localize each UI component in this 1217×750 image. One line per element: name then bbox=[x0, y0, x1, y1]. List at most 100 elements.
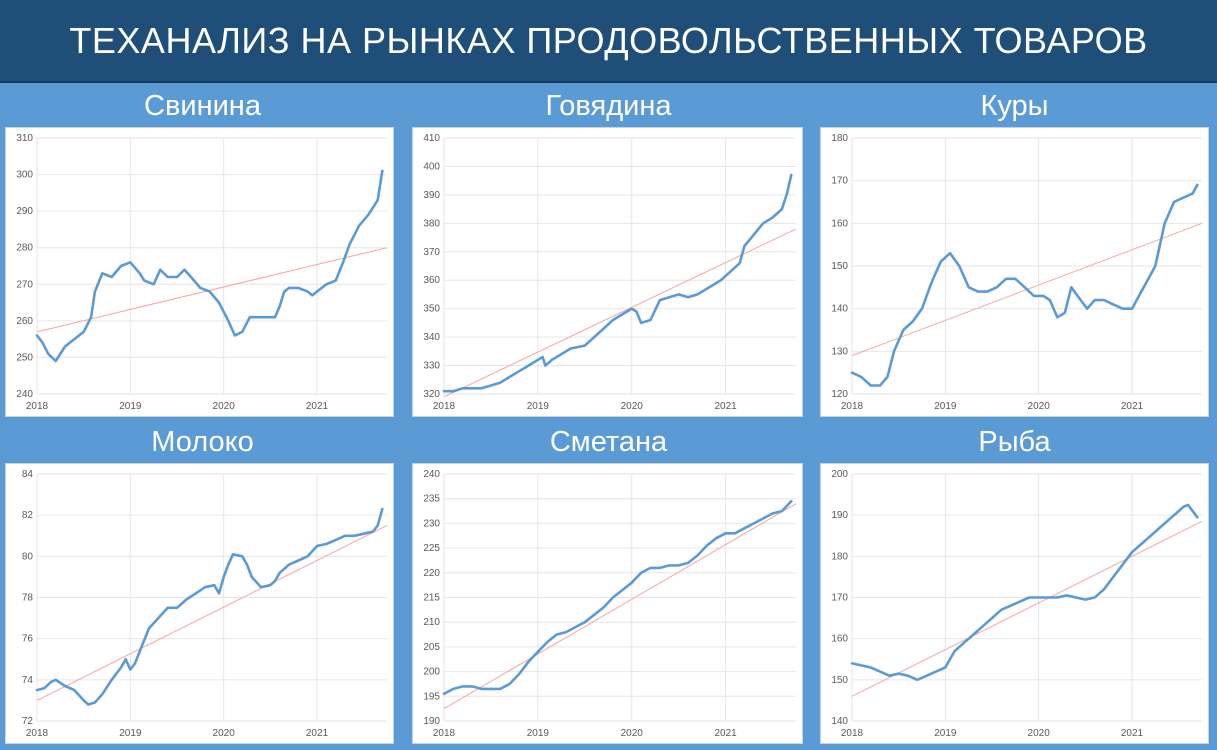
x-tick-label: 2020 bbox=[1028, 728, 1051, 739]
x-tick-label: 2021 bbox=[306, 728, 329, 739]
trend-line bbox=[851, 520, 1203, 697]
y-tick-label: 200 bbox=[831, 469, 848, 480]
price-series-line bbox=[35, 169, 384, 363]
y-tick-label: 230 bbox=[423, 518, 440, 529]
y-tick-label: 320 bbox=[423, 389, 440, 400]
y-tick-label: 150 bbox=[831, 675, 848, 686]
x-tick-label: 2021 bbox=[1121, 401, 1144, 412]
trend-line bbox=[36, 525, 388, 701]
y-tick-label: 300 bbox=[16, 170, 33, 181]
chart-title-chicken: Куры bbox=[980, 89, 1049, 122]
chart-pork: 240 250 260 270 280 290 300 310 2018 2019 2020 2021 bbox=[5, 127, 394, 417]
title-band-bottom bbox=[0, 420, 1217, 462]
chart-fish: 140 150 160 170 180 190 200 2018 2019 2020 2021 bbox=[820, 463, 1209, 744]
title-band-top bbox=[0, 83, 1217, 125]
y-tick-label: 170 bbox=[831, 176, 848, 187]
chart-chicken-svg: 120 130 140 150 160 170 180 2018 2019 2020 2021 bbox=[831, 133, 1203, 412]
y-tick-label: 160 bbox=[831, 218, 848, 229]
y-tick-label: 220 bbox=[423, 568, 440, 579]
y-tick-label: 84 bbox=[22, 469, 34, 480]
y-tick-label: 140 bbox=[831, 716, 848, 727]
chart-beef-svg: 320 330 340 350 360 370 380 390 400 410 2018 2019 20… bbox=[423, 133, 797, 412]
y-tick-label: 130 bbox=[831, 346, 848, 357]
y-tick-label: 280 bbox=[16, 243, 33, 254]
y-tick-label: 180 bbox=[831, 133, 848, 144]
y-tick-label: 72 bbox=[22, 716, 34, 727]
x-tick-label: 2021 bbox=[714, 728, 737, 739]
price-series-line bbox=[850, 183, 1199, 387]
x-tick-label: 2019 bbox=[934, 728, 957, 739]
y-tick-label: 260 bbox=[16, 316, 33, 327]
y-tick-label: 170 bbox=[831, 593, 848, 604]
y-tick-label: 200 bbox=[423, 667, 440, 678]
page-title: ТЕХАНАЛИЗ НА РЫНКАХ ПРОДОВОЛЬСТВЕННЫХ ТО… bbox=[0, 0, 1217, 83]
y-tick-label: 400 bbox=[423, 161, 440, 172]
y-tick-label: 150 bbox=[831, 261, 848, 272]
y-tick-label: 370 bbox=[423, 247, 440, 258]
y-tick-label: 340 bbox=[423, 332, 440, 343]
y-tick-label: 78 bbox=[22, 593, 34, 604]
x-tick-label: 2020 bbox=[213, 401, 236, 412]
y-tick-label: 195 bbox=[423, 691, 440, 702]
y-tick-label: 210 bbox=[423, 617, 440, 628]
y-tick-label: 330 bbox=[423, 361, 440, 372]
y-tick-label: 290 bbox=[16, 206, 33, 217]
y-tick-label: 350 bbox=[423, 304, 440, 315]
x-tick-label: 2018 bbox=[26, 728, 49, 739]
y-tick-label: 190 bbox=[423, 716, 440, 727]
chart-chicken: 120 130 140 150 160 170 180 2018 2019 2020 2021 bbox=[820, 127, 1209, 417]
chart-title-pork: Свинина bbox=[144, 89, 261, 122]
chart-sour-cream: 190 195 200 205 210 215 220 225 230 235 240 2018 201… bbox=[412, 463, 803, 744]
y-tick-label: 310 bbox=[16, 133, 33, 144]
y-tick-label: 225 bbox=[423, 543, 440, 554]
chart-milk-svg: 72 74 76 78 80 82 84 2018 2019 2020 2021 bbox=[22, 469, 388, 739]
x-tick-label: 2018 bbox=[841, 728, 864, 739]
chart-title-beef: Говядина bbox=[545, 89, 672, 122]
price-series-line bbox=[35, 507, 384, 706]
trend-line bbox=[443, 228, 797, 398]
y-tick-label: 76 bbox=[22, 634, 34, 645]
y-tick-label: 250 bbox=[16, 352, 33, 363]
chart-title-fish: Рыба bbox=[978, 425, 1051, 458]
chart-pork-svg: 240 250 260 270 280 290 300 310 2018 2019 2020 2021 bbox=[16, 133, 388, 412]
x-tick-label: 2019 bbox=[119, 401, 142, 412]
y-tick-label: 82 bbox=[22, 510, 34, 521]
y-tick-label: 120 bbox=[831, 389, 848, 400]
x-tick-label: 2019 bbox=[527, 728, 550, 739]
price-series-line bbox=[442, 173, 793, 393]
x-tick-label: 2020 bbox=[213, 728, 236, 739]
y-tick-label: 410 bbox=[423, 133, 440, 144]
y-tick-label: 240 bbox=[16, 389, 33, 400]
x-tick-label: 2020 bbox=[621, 401, 644, 412]
chart-title-sour-cream: Сметана bbox=[549, 425, 668, 458]
x-tick-label: 2021 bbox=[1121, 728, 1144, 739]
x-tick-label: 2018 bbox=[26, 401, 49, 412]
y-tick-label: 205 bbox=[423, 642, 440, 653]
chart-fish-svg: 140 150 160 170 180 190 200 2018 2019 2020 2021 bbox=[831, 469, 1203, 739]
x-tick-label: 2020 bbox=[1028, 401, 1051, 412]
y-tick-label: 235 bbox=[423, 494, 440, 505]
chart-beef: 320 330 340 350 360 370 380 390 400 410 2018 2019 20… bbox=[412, 127, 803, 417]
y-tick-label: 360 bbox=[423, 275, 440, 286]
y-tick-label: 240 bbox=[423, 469, 440, 480]
x-tick-label: 2020 bbox=[621, 728, 644, 739]
y-tick-label: 160 bbox=[831, 634, 848, 645]
trend-line bbox=[36, 247, 388, 333]
trend-line bbox=[443, 503, 797, 710]
y-tick-label: 380 bbox=[423, 218, 440, 229]
x-tick-label: 2018 bbox=[433, 401, 456, 412]
y-tick-label: 140 bbox=[831, 304, 848, 315]
x-tick-label: 2018 bbox=[841, 401, 864, 412]
x-tick-label: 2019 bbox=[934, 401, 957, 412]
price-series-line bbox=[850, 503, 1199, 682]
x-tick-label: 2019 bbox=[527, 401, 550, 412]
x-tick-label: 2021 bbox=[714, 401, 737, 412]
x-tick-label: 2018 bbox=[433, 728, 456, 739]
y-tick-label: 80 bbox=[22, 551, 34, 562]
y-tick-label: 74 bbox=[22, 675, 34, 686]
y-tick-label: 390 bbox=[423, 190, 440, 201]
chart-sour-cream-svg: 190 195 200 205 210 215 220 225 230 235 240 2018 201… bbox=[423, 469, 797, 739]
price-series-line bbox=[442, 499, 793, 696]
chart-milk: 72 74 76 78 80 82 84 2018 2019 2020 2021 bbox=[5, 463, 394, 744]
y-tick-label: 190 bbox=[831, 510, 848, 521]
